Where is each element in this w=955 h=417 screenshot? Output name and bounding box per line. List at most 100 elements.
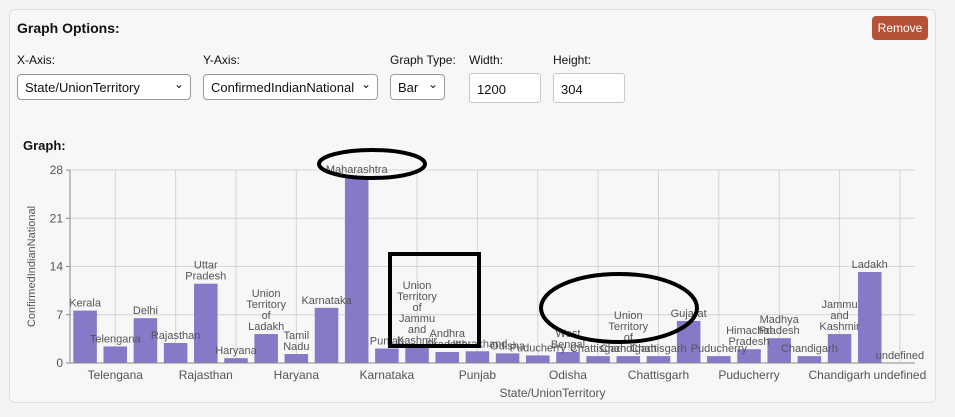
bar-label-line: Himachal (726, 325, 772, 337)
graph-options-panel: Graph Options: Remove X-Axis: State/Unio… (9, 9, 936, 403)
bar-label-line: Union (403, 280, 432, 292)
bar (495, 353, 520, 363)
panel-title: Graph Options: (17, 20, 120, 36)
bar-label: Karnataka (301, 295, 352, 307)
bar-label-line: Pradesh (729, 336, 770, 348)
bar-label: Madhya Pradesh (759, 314, 800, 337)
bar-label-line: Territory (608, 321, 648, 333)
bar-label: Jammu and Kashmir (819, 299, 860, 333)
bar-label-line: Delhi (133, 305, 158, 317)
x-tick-label: Haryana (274, 368, 320, 382)
bar (314, 307, 339, 363)
bar-label: Chattisgarh (630, 343, 686, 355)
bar-label-line: Chandigarh (600, 343, 657, 355)
bar-label-line: Kashmir (397, 335, 438, 347)
bar-label-line: Kashmir (819, 321, 860, 333)
bar-label: Chandigarh (781, 343, 838, 355)
x-axis-select[interactable]: State/UnionTerritory ⌄ (17, 74, 191, 100)
bar-label: Rajasthan (151, 330, 201, 342)
x-tick-label: Telengana (88, 368, 144, 382)
x-tick-label: Chandigarh (809, 368, 871, 382)
chevron-down-icon: ⌄ (360, 77, 371, 91)
bar-label-line: Ladakh (852, 259, 888, 271)
bar (435, 351, 460, 363)
bar-label: Union Territory of Ladakh (246, 288, 286, 333)
bar (103, 346, 128, 363)
bar-label-line: Chandigarh (781, 343, 838, 355)
bar (224, 358, 248, 363)
bar-label-line: Telengana (90, 333, 142, 345)
bar-label-line: Haryana (215, 345, 257, 357)
bar-label-line: Karnataka (301, 295, 352, 307)
bar (465, 351, 490, 363)
chevron-down-icon: ⌄ (173, 77, 184, 91)
graph-type-select[interactable]: Bar ⌄ (390, 74, 445, 100)
x-tick-label: Rajasthan (179, 368, 233, 382)
bar-label-line: Ladakh (248, 321, 284, 333)
y-tick-label: 28 (50, 163, 64, 177)
bar-label: Puducherry (691, 343, 748, 355)
bar-label-line: Maharashtra (326, 164, 389, 176)
x-axis-value: State/UnionTerritory (25, 80, 140, 95)
graph-type-value: Bar (398, 80, 419, 95)
bar (133, 318, 158, 363)
bar-label: Chattisgarh (570, 343, 626, 355)
bar-label-line: Jammu (399, 313, 435, 325)
bar-label-line: Jammu (822, 299, 858, 311)
y-tick-label: 21 (50, 211, 64, 225)
bar-label: Union Territory of Chandigarh (600, 310, 657, 355)
bar (375, 348, 399, 363)
bar (556, 351, 580, 363)
bar-label: Delhi (133, 305, 158, 317)
bar-label-line: undefined (876, 350, 924, 362)
chart-axes: 0 7 14 21 28 Telengana Rajasthan Haryana Karnata… (26, 163, 926, 400)
bar (707, 356, 731, 363)
chart-bar-labels: Kerala Telengana Delhi Rajasthan Uttar Prades… (69, 164, 924, 362)
bar-label-line: Territory (397, 291, 437, 303)
bar-label-line: Pradesh (759, 325, 800, 337)
bar (676, 320, 701, 363)
bar-label-line: Tamil (284, 330, 310, 342)
x-tick-label: Punjab (459, 368, 497, 382)
annotation-rectangle (388, 252, 481, 348)
bar-label: Kerala (69, 298, 102, 310)
bar-label: Tamil Nadu (283, 330, 309, 353)
bar-label-line: Puducherry (510, 342, 567, 354)
bar-label-line: of (624, 332, 634, 344)
bar (797, 356, 822, 363)
bar-label-line: Andhra (429, 328, 465, 340)
bar (284, 354, 309, 363)
height-label: Height: (553, 53, 592, 67)
bar-label-line: Nadu (283, 341, 309, 353)
bar-label-line: Union (252, 288, 281, 300)
x-tick-label: Karnataka (360, 368, 415, 382)
bar-label-line: Territory (246, 299, 286, 311)
bar (767, 338, 791, 363)
bar-label-line: Pradesh (185, 271, 226, 283)
bar-label: Union Territory of Jammu and Kashmir (397, 280, 438, 347)
bar (616, 356, 641, 363)
bar-label-line: Rajasthan (151, 330, 201, 342)
bar-label-line: Gujarat (671, 308, 707, 320)
bar-label-line: Madhya (760, 314, 800, 326)
y-axis-select[interactable]: ConfirmedIndianNational ⌄ (203, 74, 378, 100)
width-input[interactable]: 1200 (469, 73, 541, 103)
width-label: Width: (469, 53, 504, 67)
bar-label-line: Puducherry (691, 343, 748, 355)
x-tick-label: Chattisgarh (628, 368, 689, 382)
height-input[interactable]: 304 (553, 73, 625, 103)
bar-label: Haryana (215, 345, 257, 357)
remove-button[interactable]: Remove (872, 16, 928, 40)
bar-label: Puducherry (510, 342, 567, 354)
bar-label-line: of (412, 302, 422, 314)
bar-label: Uttar Pradesh (185, 260, 226, 283)
bar-chart: Kerala Telengana Delhi Rajasthan Uttar Prades… (26, 148, 926, 400)
bar-label-line: Bengal (551, 339, 585, 351)
y-tick-label: 7 (56, 308, 63, 322)
graph-label: Graph: (23, 138, 66, 153)
chart-bars (73, 176, 882, 363)
y-axis-label: Y-Axis: (203, 53, 240, 67)
bar-label: Himachal Pradesh (726, 325, 772, 348)
chevron-down-icon: ⌄ (427, 77, 438, 91)
bar (405, 347, 429, 363)
